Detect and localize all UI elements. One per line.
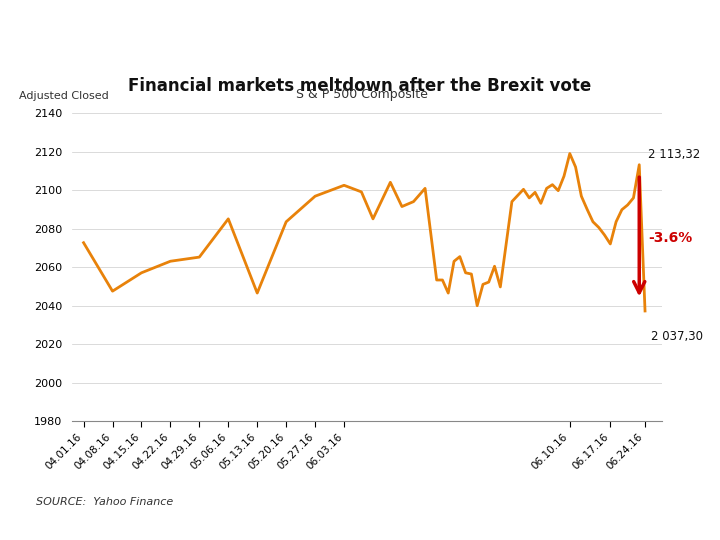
Text: INDIRECT EFFECTS ARE MORE SIGNIFICANT: INDIRECT EFFECTS ARE MORE SIGNIFICANT — [73, 21, 647, 44]
Text: Financial markets meltdown after the Brexit vote: Financial markets meltdown after the Bre… — [128, 77, 592, 96]
Text: 2 037,30: 2 037,30 — [651, 330, 703, 343]
Text: Adjusted Closed: Adjusted Closed — [19, 91, 109, 101]
Text: S & P 500 Composite: S & P 500 Composite — [297, 88, 428, 101]
Text: 2 113,32: 2 113,32 — [648, 148, 700, 161]
Text: SOURCE:  Yahoo Finance: SOURCE: Yahoo Finance — [36, 497, 174, 507]
Text: -3.6%: -3.6% — [648, 231, 692, 245]
